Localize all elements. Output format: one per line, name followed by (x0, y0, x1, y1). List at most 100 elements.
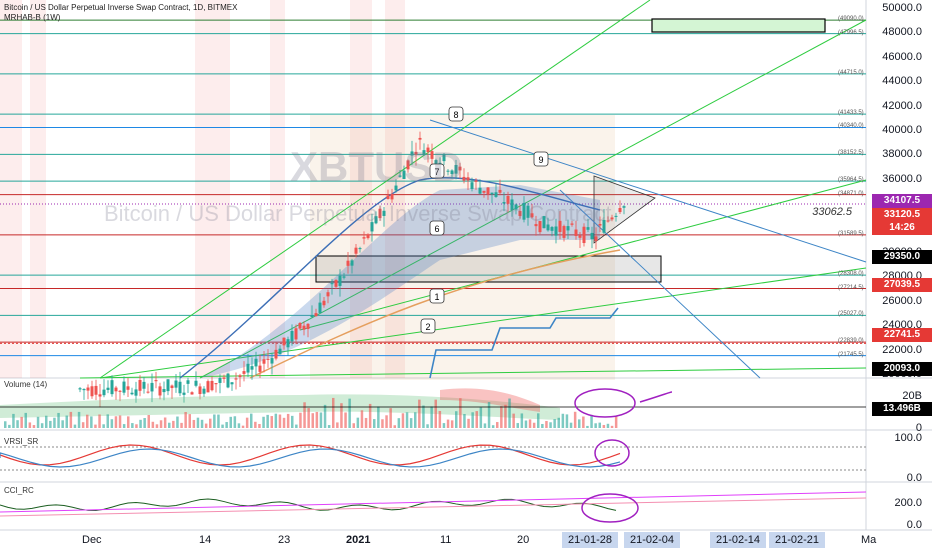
fib-level-label: (34871.0) (838, 190, 864, 197)
stop-line (429, 307, 619, 379)
volume-bar (614, 415, 618, 428)
candle-body (178, 381, 182, 394)
price-tick: 42000.0 (882, 99, 922, 112)
volume-bar (237, 423, 241, 428)
volume-bar (131, 423, 134, 428)
candle-body (494, 192, 498, 197)
price-tag: 34107.5 (872, 194, 932, 208)
wave-label-text: 9 (538, 155, 543, 165)
candle-body (374, 216, 378, 224)
price-tick: 40000.0 (882, 124, 922, 136)
fib-level-label: (31589.5) (838, 230, 864, 237)
volume-bar (262, 416, 265, 428)
candle-body (342, 276, 346, 278)
rsi-axis-0: 0.0 (906, 472, 922, 484)
candle-body (226, 373, 230, 388)
rsi-pane-label[interactable]: VRSI_SR (4, 437, 39, 446)
candle-body (490, 192, 494, 195)
wave-label-box (429, 163, 445, 179)
candle-body (270, 358, 274, 364)
cci-pane-label[interactable]: CCI_RC (4, 486, 34, 495)
volume-bar (282, 417, 286, 428)
price-tag: 13.496B (872, 402, 932, 416)
candle-body (534, 224, 538, 227)
volume-bar (204, 423, 208, 428)
candle-body (146, 391, 150, 393)
candle-body (338, 275, 342, 286)
candle-body (550, 227, 554, 231)
volume-bar (516, 423, 519, 428)
candle-body (174, 380, 178, 388)
date-20: 20 (517, 534, 530, 546)
candle-body (574, 229, 578, 237)
chart-title: Bitcoin / US Dollar Perpetual Inverse Sw… (4, 3, 238, 12)
candle-body (422, 150, 426, 156)
candle-body (410, 151, 414, 156)
volume-bar (409, 418, 413, 428)
volume-bar (4, 421, 7, 428)
candle-body (322, 300, 326, 306)
candle-body (98, 394, 102, 397)
volume-bar (139, 419, 142, 428)
wave-label: 1 (429, 288, 445, 304)
rsi-line (0, 448, 621, 468)
volume-bar (155, 424, 159, 428)
candle-body (94, 385, 98, 395)
candle-body (158, 386, 162, 396)
candle-body (198, 386, 202, 395)
volume-bar (12, 413, 15, 428)
volume-bar (323, 404, 327, 428)
volume-bar (147, 415, 150, 428)
volume-bar (483, 423, 487, 428)
candle-body (118, 390, 122, 392)
volume-bar (586, 425, 589, 428)
volume-bar (229, 416, 232, 428)
candle-body (206, 381, 210, 393)
candle-body (262, 359, 266, 364)
volume-bar (340, 403, 343, 428)
volume-bar (57, 412, 60, 428)
volume-bar (528, 419, 532, 428)
wave-label-box (448, 106, 464, 122)
candle-body (458, 166, 462, 171)
candle-body (482, 190, 486, 193)
candle-body (130, 392, 134, 395)
volume-bar (135, 424, 138, 428)
candle-body (78, 388, 82, 390)
candle-body (82, 389, 86, 391)
candle-body (122, 381, 126, 393)
wave-label-text: 6 (434, 224, 439, 234)
volume-bar (143, 418, 146, 428)
volume-bar (209, 418, 212, 428)
indicator-label[interactable]: MRHAB-B (1W) (4, 13, 61, 22)
candle-body (570, 223, 574, 225)
candle-body (386, 195, 390, 199)
trend-line (99, 0, 651, 379)
volume-bar (299, 412, 302, 428)
session-shading (350, 0, 372, 378)
wave-label-box (533, 151, 549, 167)
candle-body (542, 216, 546, 229)
wave-label-box (420, 318, 436, 334)
candle-body (314, 313, 318, 317)
volume-cloud (440, 388, 540, 412)
candle-body (434, 160, 438, 165)
volume-pane-label[interactable]: Volume (14) (4, 380, 48, 389)
price-tag: 33120.5 (872, 208, 932, 222)
candle-body (290, 330, 294, 342)
volume-bar (86, 414, 89, 428)
session-shading (0, 0, 22, 378)
volume-bar (8, 424, 11, 428)
volume-bar (127, 416, 130, 428)
annotation-circle (581, 493, 639, 523)
candle-body (170, 385, 174, 389)
volume-bar (541, 423, 544, 428)
trend-line (99, 267, 867, 379)
volume-bar (549, 422, 552, 428)
volume-bar (487, 402, 491, 428)
candle-body (606, 220, 610, 222)
candle-body (134, 389, 138, 396)
volume-bar (557, 417, 560, 428)
